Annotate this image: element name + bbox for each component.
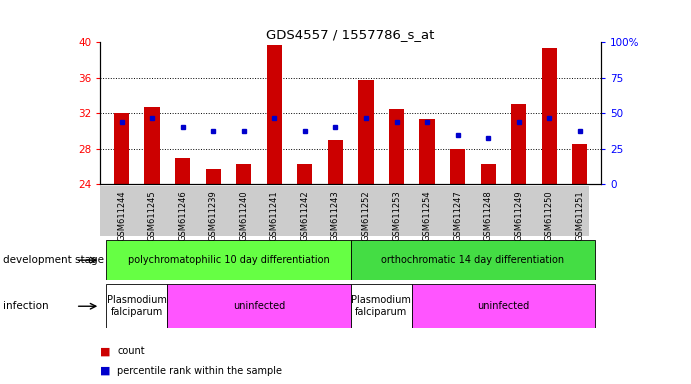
Bar: [350, 240, 595, 280]
Bar: [350, 284, 412, 328]
Text: uninfected: uninfected: [233, 301, 285, 311]
Text: Plasmodium
falciparum: Plasmodium falciparum: [351, 295, 411, 317]
Text: orthochromatic 14 day differentiation: orthochromatic 14 day differentiation: [381, 255, 565, 265]
Text: GSM611253: GSM611253: [392, 190, 401, 241]
Bar: [236, 164, 252, 184]
Text: GSM611252: GSM611252: [361, 190, 370, 241]
Text: infection: infection: [3, 301, 49, 311]
Text: GSM611244: GSM611244: [117, 190, 126, 241]
Bar: [167, 284, 350, 328]
Text: GSM611249: GSM611249: [514, 190, 523, 241]
Text: Plasmodium
falciparum: Plasmodium falciparum: [107, 295, 167, 317]
Text: polychromatophilic 10 day differentiation: polychromatophilic 10 day differentiatio…: [128, 255, 330, 265]
Text: GSM611247: GSM611247: [453, 190, 462, 241]
Bar: [450, 149, 465, 184]
Text: GSM611243: GSM611243: [331, 190, 340, 241]
Bar: [297, 164, 312, 184]
Bar: [175, 158, 190, 184]
Title: GDS4557 / 1557786_s_at: GDS4557 / 1557786_s_at: [267, 28, 435, 41]
Text: count: count: [117, 346, 145, 356]
Bar: [267, 45, 282, 184]
Bar: [114, 113, 129, 184]
Bar: [106, 240, 350, 280]
Bar: [328, 140, 343, 184]
Text: GSM611248: GSM611248: [484, 190, 493, 241]
Bar: [389, 109, 404, 184]
Text: GSM611242: GSM611242: [301, 190, 310, 241]
Text: GSM611241: GSM611241: [269, 190, 278, 241]
Text: GSM611246: GSM611246: [178, 190, 187, 241]
Text: percentile rank within the sample: percentile rank within the sample: [117, 366, 283, 376]
Bar: [480, 164, 495, 184]
Text: GSM611245: GSM611245: [148, 190, 157, 241]
Text: development stage: development stage: [3, 255, 104, 265]
Bar: [206, 169, 221, 184]
Text: ■: ■: [100, 366, 111, 376]
Text: GSM611254: GSM611254: [423, 190, 432, 241]
Text: GSM611250: GSM611250: [545, 190, 553, 241]
Text: GSM611240: GSM611240: [239, 190, 248, 241]
Text: GSM611239: GSM611239: [209, 190, 218, 241]
Bar: [359, 80, 374, 184]
Text: uninfected: uninfected: [477, 301, 529, 311]
Text: GSM611251: GSM611251: [576, 190, 585, 241]
Bar: [144, 107, 160, 184]
Bar: [542, 48, 557, 184]
Bar: [106, 284, 167, 328]
Bar: [572, 144, 587, 184]
Bar: [419, 119, 435, 184]
Bar: [511, 104, 527, 184]
Text: ■: ■: [100, 346, 111, 356]
Bar: [412, 284, 595, 328]
